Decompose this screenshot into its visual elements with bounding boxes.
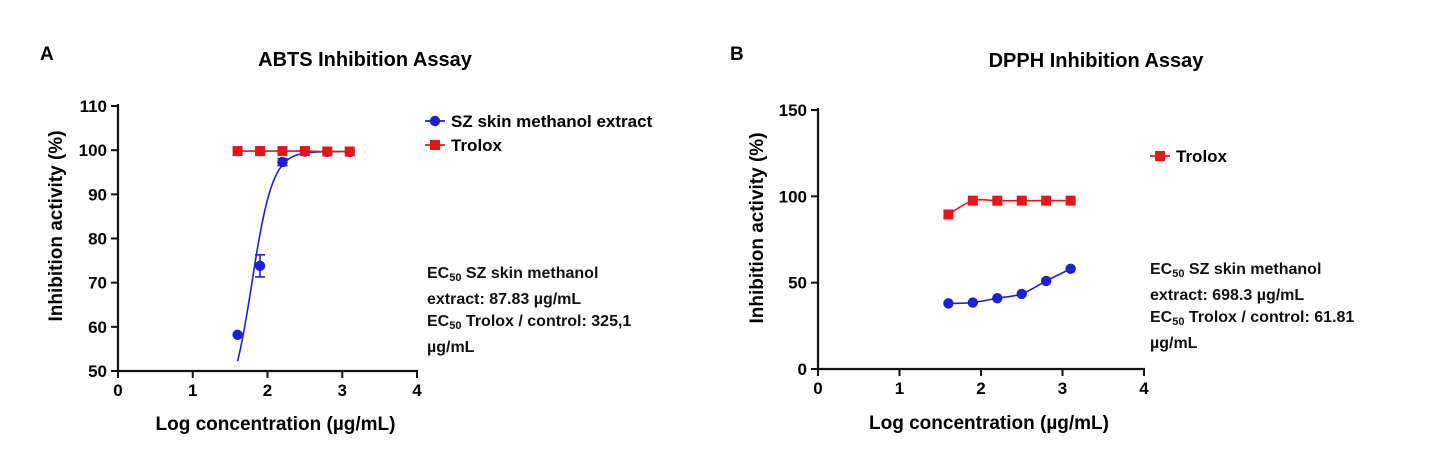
panel-letter-b: B bbox=[730, 44, 744, 65]
x-tick-label-b: 2 bbox=[976, 379, 985, 398]
y-tick-label-b: 50 bbox=[788, 274, 807, 293]
data-point-square bbox=[1016, 195, 1027, 206]
ec50-a-line1: EC50 SZ skin methanol bbox=[427, 265, 599, 284]
y-axis-label-b: Inhibition activity (%) bbox=[747, 132, 768, 323]
series-line-b-1 bbox=[947, 198, 1071, 216]
chart-panel-b: B DPPH Inhibition Assay 0 1 2 3 4 0 50 100 150 Log … bbox=[730, 44, 1228, 434]
legend-marker-square bbox=[1155, 151, 1165, 161]
data-point-square bbox=[943, 209, 954, 220]
y-tick-label-a: 70 bbox=[88, 274, 107, 293]
data-point-square bbox=[967, 195, 978, 206]
x-tick-label-a: 4 bbox=[412, 381, 422, 400]
y-tick-label-b: 150 bbox=[779, 101, 807, 120]
data-point-circle bbox=[967, 297, 979, 308]
data-point-square bbox=[232, 146, 243, 157]
data-point-square bbox=[322, 146, 333, 157]
legend-marker-circle bbox=[429, 115, 441, 127]
data-point-circle bbox=[943, 298, 954, 309]
ec50-a-line4: µg/mL bbox=[427, 339, 475, 356]
chart-title-b: DPPH Inhibition Assay bbox=[989, 50, 1205, 72]
legend-label: Trolox bbox=[451, 136, 503, 155]
x-tick-label-b: 3 bbox=[1058, 379, 1067, 398]
ec50-annotation-a: EC50 SZ skin methanol extract: 87.83 µg/… bbox=[427, 263, 631, 359]
ec50-b-line2: extract: 698.3 µg/mL bbox=[1150, 287, 1305, 304]
y-tick-label-b: 0 bbox=[798, 360, 807, 379]
data-point-circle bbox=[232, 329, 243, 340]
series-line-b-0 bbox=[948, 268, 1072, 305]
y-tick-label-b: 100 bbox=[779, 187, 807, 206]
ec50-a-line2: extract: 87.83 µg/mL bbox=[427, 291, 582, 308]
y-axis-label-a: Inhibition activity (%) bbox=[46, 130, 67, 321]
ec50-b-line4: µg/mL bbox=[1150, 335, 1198, 352]
x-tick-label-b: 1 bbox=[895, 379, 904, 398]
data-point-square bbox=[1041, 195, 1052, 206]
data-point-square bbox=[299, 146, 310, 157]
data-point-square bbox=[255, 146, 266, 157]
y-tick-label-a: 100 bbox=[79, 141, 107, 160]
chart-title-a: ABTS Inhibition Assay bbox=[258, 49, 473, 71]
y-tick-label-a: 80 bbox=[88, 230, 107, 249]
data-point-circle bbox=[1041, 275, 1052, 287]
x-tick-label-a: 2 bbox=[263, 381, 272, 400]
data-point-square bbox=[344, 146, 355, 157]
x-axis-label-b: Log concentration (µg/mL) bbox=[869, 413, 1109, 434]
y-tick-label-a: 90 bbox=[88, 185, 107, 204]
series-line-a-1 bbox=[237, 150, 350, 153]
legend-marker-square bbox=[430, 140, 440, 150]
data-point-circle bbox=[1065, 263, 1076, 275]
legend-label: Trolox bbox=[1176, 147, 1228, 166]
panel-letter-a: A bbox=[40, 44, 54, 65]
data-point-square bbox=[277, 146, 288, 157]
x-tick-label-b: 0 bbox=[813, 379, 822, 398]
y-tick-label-a: 110 bbox=[80, 97, 107, 116]
x-tick-label-a: 3 bbox=[338, 381, 347, 400]
data-point-circle bbox=[1016, 288, 1027, 300]
chart-panel-a: A ABTS Inhibition Assay 0 1 2 3 4 50 60 70 80 90 100… bbox=[40, 44, 653, 435]
x-tick-label-b: 4 bbox=[1139, 379, 1149, 398]
x-tick-label-a: 1 bbox=[188, 381, 197, 400]
legend-label: SZ skin methanol extract bbox=[451, 112, 653, 131]
data-point-square bbox=[1065, 195, 1076, 206]
data-point-circle bbox=[254, 260, 266, 272]
y-tick-label-a: 60 bbox=[88, 318, 107, 337]
ec50-annotation-b: EC50 SZ skin methanol extract: 698.3 µg/… bbox=[1150, 259, 1354, 355]
series-line-a-0 bbox=[236, 150, 350, 362]
ec50-a-line3: EC50 Trolox / control: 325,1 bbox=[427, 313, 632, 332]
y-tick-label-a: 50 bbox=[88, 362, 107, 381]
data-point-circle bbox=[992, 293, 1003, 304]
ec50-b-line3: EC50 Trolox / control: 61.81 bbox=[1150, 309, 1355, 328]
x-tick-label-a: 0 bbox=[113, 381, 122, 400]
ec50-b-line1: EC50 SZ skin methanol bbox=[1150, 261, 1322, 280]
x-axis-label-a: Log concentration (µg/mL) bbox=[156, 414, 396, 435]
data-point-circle bbox=[277, 156, 288, 168]
data-point-square bbox=[992, 195, 1003, 206]
